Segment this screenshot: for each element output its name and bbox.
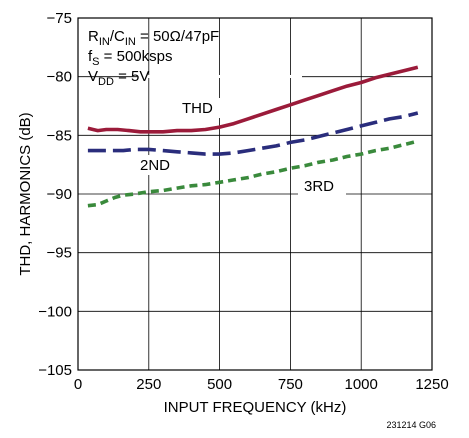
series-line-2nd xyxy=(87,111,419,156)
condition-vdd: VDD = 5V xyxy=(88,68,149,88)
x-tick-label: 0 xyxy=(74,376,82,393)
y-tick-label: −100 xyxy=(38,303,72,320)
x-tick-label: 250 xyxy=(136,376,161,393)
grid-layer xyxy=(78,18,432,370)
annotation-thd: THD xyxy=(182,100,213,117)
x-tick-label: 500 xyxy=(207,376,232,393)
condition-rin-cin: RIN/CIN = 50Ω/47pF xyxy=(88,28,219,48)
label-knockout xyxy=(134,155,178,175)
series-line-thd xyxy=(87,65,419,134)
y-tick-label: −105 xyxy=(38,362,72,379)
y-tick-label: −75 xyxy=(47,10,72,27)
y-tick-label: −90 xyxy=(47,186,72,203)
annotation-3rd: 3RD xyxy=(304,178,334,195)
x-axis-title: INPUT FREQUENCY (kHz) xyxy=(164,399,347,416)
y-tick-label: −80 xyxy=(47,69,72,86)
label-knockout xyxy=(137,75,302,78)
label-knockout xyxy=(298,176,346,196)
tick-labels: 0 250 500 750 1000 1250 −75 −80 −85 −90 −95 −100 −10… xyxy=(38,10,448,393)
annotation-2nd: 2ND xyxy=(140,157,170,174)
series-line-3rd xyxy=(87,139,419,208)
x-tick-label: 750 xyxy=(278,376,303,393)
condition-fs: fS = 500ksps xyxy=(88,48,172,68)
y-axis-title: THD, HARMONICS (dB) xyxy=(17,112,34,275)
figure-id: 231214 G06 xyxy=(386,420,436,430)
x-tick-label: 1000 xyxy=(345,376,378,393)
x-tick-label: 1250 xyxy=(415,376,448,393)
series-layer xyxy=(87,65,419,208)
conditions-text: RIN/CIN = 50Ω/47pF fS = 500ksps VDD = 5V xyxy=(88,28,219,88)
label-knockout xyxy=(180,98,224,118)
plot-frame xyxy=(77,17,433,371)
y-tick-label: −95 xyxy=(47,245,72,262)
y-tick-label: −85 xyxy=(47,127,72,144)
